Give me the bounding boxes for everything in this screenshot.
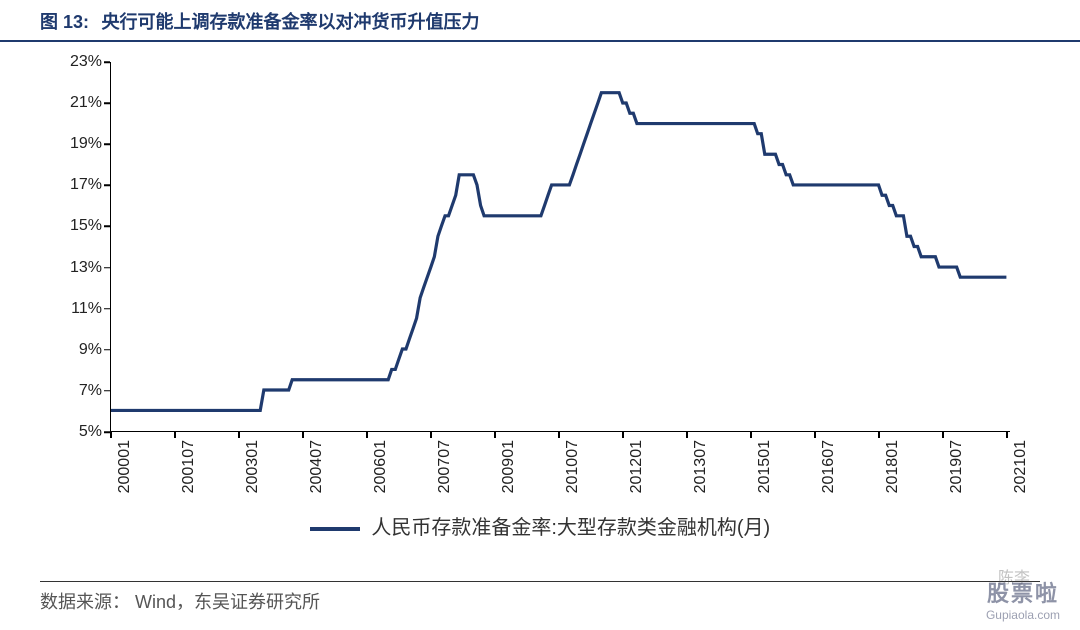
x-axis: 200001 200107 200301 200407 200601 200707 2009…: [110, 432, 1010, 522]
legend: 人民币存款准备金率:大型存款类金融机构(月): [40, 511, 1040, 540]
figure-title: 央行可能上调存款准备金率以对冲货币升值压力: [101, 12, 479, 32]
x-tick-label: 201907: [948, 440, 966, 493]
x-tick-label: 201501: [756, 440, 774, 493]
x-tick-label: 200901: [500, 440, 518, 493]
x-tick-label: 200407: [308, 440, 326, 493]
y-tick-label: 13%: [70, 259, 102, 277]
x-tick-label: 201007: [564, 440, 582, 493]
legend-label: 人民币存款准备金率:大型存款类金融机构(月): [371, 517, 770, 539]
y-tick-label: 11%: [71, 300, 102, 318]
x-tick-label: 200001: [116, 440, 134, 493]
source-text: Wind，东吴证券研究所: [135, 592, 320, 612]
chart-container: 5% 7% 9% 11% 13% 15% 17% 19% 21% 23% 200001 200107…: [40, 52, 1040, 522]
y-tick-label: 7%: [79, 382, 102, 400]
line-series: [111, 62, 1010, 431]
source-footer: 数据来源： Wind，东吴证券研究所: [40, 581, 1040, 614]
y-tick-label: 9%: [79, 341, 102, 359]
y-tick-label: 17%: [70, 176, 102, 194]
plot-area: [110, 62, 1010, 432]
y-tick-label: 5%: [79, 423, 102, 441]
y-axis: 5%7%9%11%13%15%17%19%21%23%: [40, 62, 110, 432]
x-tick-label: 200107: [180, 440, 198, 493]
watermark-site: 股票啦 Gupiaola.com: [986, 576, 1060, 622]
x-tick-label: 201307: [692, 440, 710, 493]
x-tick-label: 201801: [884, 440, 902, 493]
figure-label: 图 13:: [40, 12, 89, 32]
legend-swatch: [310, 527, 360, 531]
y-tick-label: 21%: [70, 94, 102, 112]
x-tick-label: 200301: [244, 440, 262, 493]
x-tick-label: 201607: [820, 440, 838, 493]
y-tick-label: 15%: [70, 217, 102, 235]
y-tick-label: 19%: [70, 135, 102, 153]
x-tick-label: 200707: [436, 440, 454, 493]
y-tick-label: 23%: [70, 53, 102, 71]
x-tick-label: 200601: [372, 440, 390, 493]
x-tick-label: 202101: [1012, 440, 1030, 493]
source-label: 数据来源：: [40, 592, 130, 612]
figure-header: 图 13: 央行可能上调存款准备金率以对冲货币升值压力: [0, 0, 1080, 42]
x-tick-label: 201201: [628, 440, 646, 493]
